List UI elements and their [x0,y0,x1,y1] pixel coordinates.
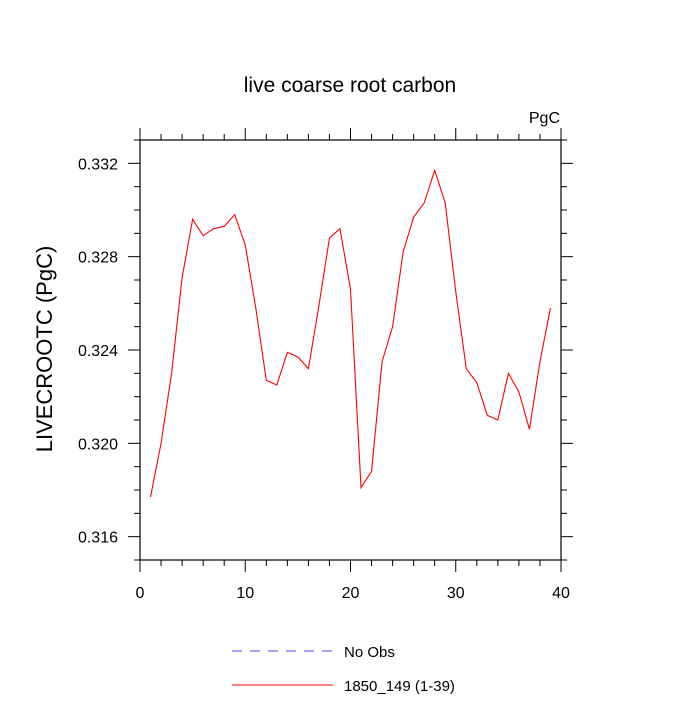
series-line [149,168,552,498]
y-tick-label: 0.320 [78,436,118,453]
y-axis-label: LIVECROOTC (PgC) [32,246,57,453]
chart-title: live coarse root carbon [244,74,456,97]
x-tick-label: 0 [136,585,145,602]
x-tick-label: 40 [552,585,570,602]
y-tick-label: 0.324 [78,343,118,360]
y-tick-label: 0.328 [78,250,118,267]
x-tick-label: 10 [236,585,254,602]
plot-area: 0 10 20 30 40 0.316 0.320 0.324 0.328 0.332 [78,128,573,602]
legend-label: No Obs [344,644,395,661]
legend-label: 1850_149 (1-39) [344,678,455,695]
x-tick-label: 20 [342,585,360,602]
y-tick-label: 0.316 [78,530,118,547]
x-tick-label: 30 [447,585,465,602]
units-label: PgC [529,110,560,127]
legend: No Obs 1850_149 (1-39) [232,644,455,695]
y-tick-label: 0.332 [78,156,118,173]
